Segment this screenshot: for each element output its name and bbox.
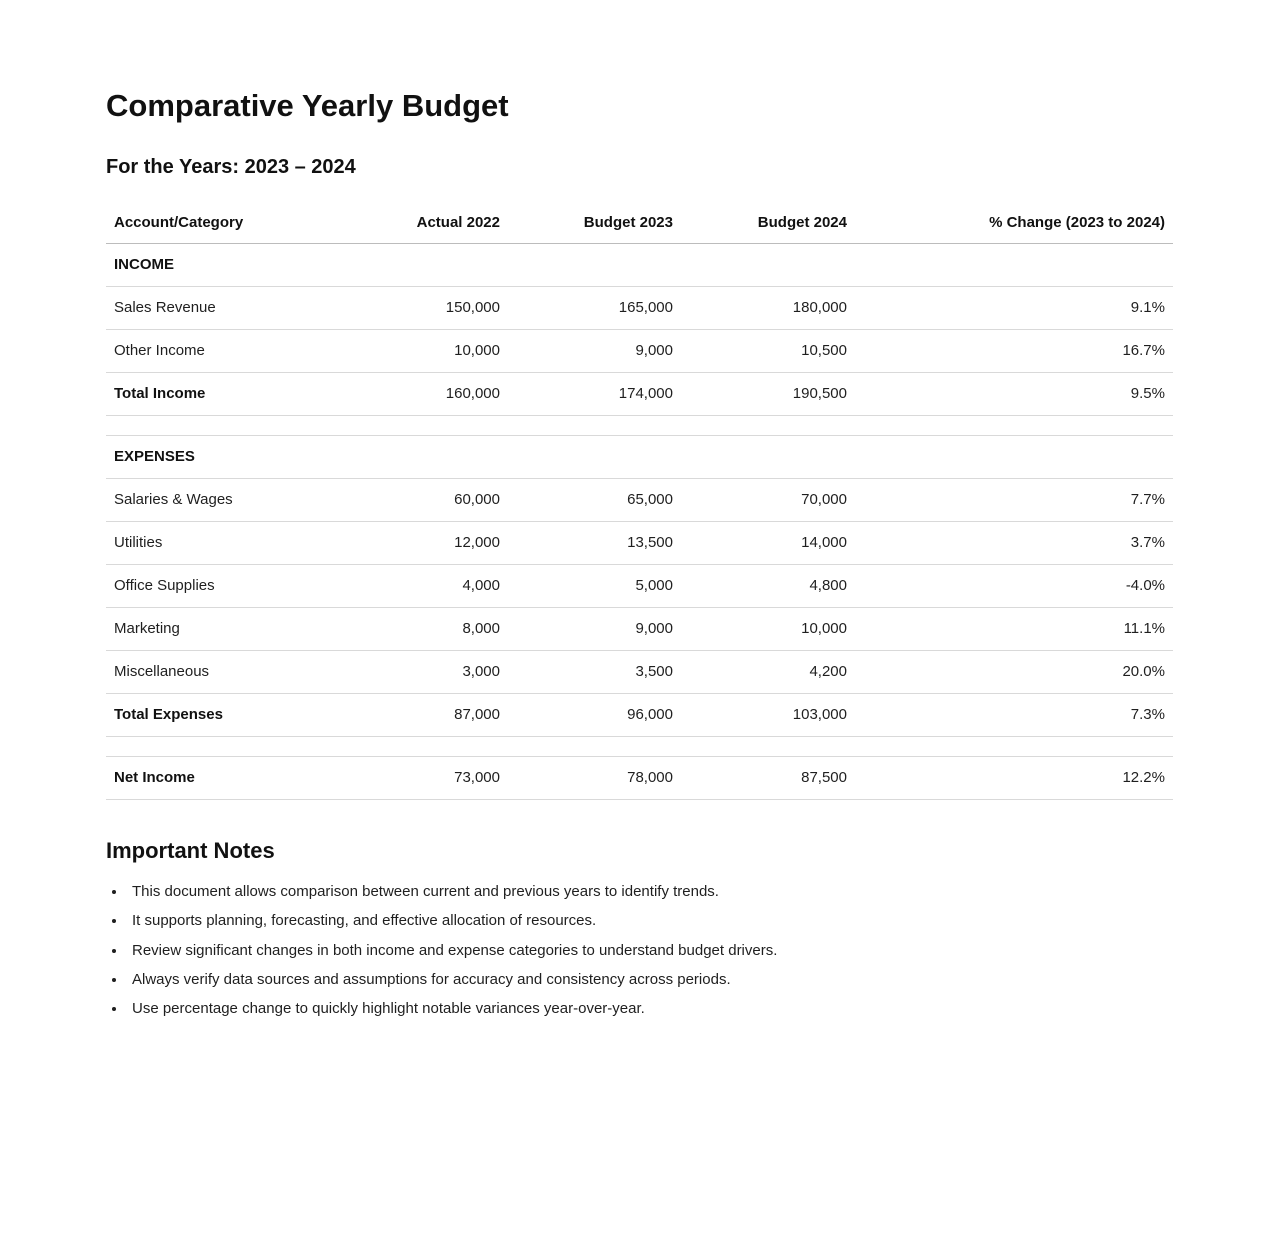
cell-budget-2024: 10,500 (681, 329, 855, 373)
row-label: Net Income (106, 756, 356, 800)
section-label: INCOME (106, 243, 356, 287)
table-header-row: Account/Category Actual 2022 Budget 2023… (106, 202, 1173, 244)
cell-actual-2022: 87,000 (356, 693, 508, 737)
page-subtitle: For the Years: 2023 – 2024 (106, 155, 356, 178)
cell-budget-2023: 65,000 (508, 478, 681, 522)
cell-pct-change: 3.7% (855, 521, 1173, 565)
cell-budget-2023: 5,000 (508, 564, 681, 608)
row-label: Marketing (106, 607, 356, 651)
table-row: Other Income 10,000 9,000 10,500 16.7% (106, 329, 1173, 373)
cell-budget-2023: 9,000 (508, 607, 681, 651)
cell-budget-2023: 13,500 (508, 521, 681, 565)
note-item: This document allows comparison between … (127, 881, 1173, 903)
cell-pct-change: -4.0% (855, 564, 1173, 608)
cell-pct-change: 20.0% (855, 650, 1173, 694)
cell-pct-change: 9.1% (855, 286, 1173, 330)
cell-actual-2022: 4,000 (356, 564, 508, 608)
cell-budget-2024: 87,500 (681, 756, 855, 800)
note-item: Use percentage change to quickly highlig… (127, 998, 1173, 1020)
cell-actual-2022: 160,000 (356, 372, 508, 416)
table-row: Marketing 8,000 9,000 10,000 11.1% (106, 607, 1173, 651)
note-item: Review significant changes in both incom… (127, 940, 1173, 962)
cell-actual-2022: 12,000 (356, 521, 508, 565)
cell-budget-2023: 96,000 (508, 693, 681, 737)
cell-actual-2022: 60,000 (356, 478, 508, 522)
column-header-budget-2023: Budget 2023 (508, 202, 681, 244)
row-label: Other Income (106, 329, 356, 373)
row-label: Utilities (106, 521, 356, 565)
cell-budget-2023: 174,000 (508, 372, 681, 416)
page-title: Comparative Yearly Budget (106, 88, 509, 123)
total-row-expenses: Total Expenses 87,000 96,000 103,000 7.3… (106, 693, 1173, 737)
cell-budget-2023: 3,500 (508, 650, 681, 694)
column-header-actual-2022: Actual 2022 (356, 202, 508, 244)
table-row: Sales Revenue 150,000 165,000 180,000 9.… (106, 286, 1173, 330)
total-row-income: Total Income 160,000 174,000 190,500 9.5… (106, 372, 1173, 416)
cell-pct-change: 11.1% (855, 607, 1173, 651)
table-row: Office Supplies 4,000 5,000 4,800 -4.0% (106, 564, 1173, 608)
row-label: Salaries & Wages (106, 478, 356, 522)
cell-budget-2023: 9,000 (508, 329, 681, 373)
row-label: Total Expenses (106, 693, 356, 737)
row-label: Miscellaneous (106, 650, 356, 694)
table-row: Salaries & Wages 60,000 65,000 70,000 7.… (106, 478, 1173, 522)
cell-budget-2024: 4,800 (681, 564, 855, 608)
note-item: Always verify data sources and assumptio… (127, 969, 1173, 991)
table-row: Miscellaneous 3,000 3,500 4,200 20.0% (106, 650, 1173, 694)
table-row: Utilities 12,000 13,500 14,000 3.7% (106, 521, 1173, 565)
row-label: Total Income (106, 372, 356, 416)
cell-pct-change: 12.2% (855, 756, 1173, 800)
notes-list: This document allows comparison between … (106, 881, 1173, 1020)
cell-budget-2024: 190,500 (681, 372, 855, 416)
cell-actual-2022: 150,000 (356, 286, 508, 330)
total-row-net-income: Net Income 73,000 78,000 87,500 12.2% (106, 756, 1173, 800)
row-label: Office Supplies (106, 564, 356, 608)
cell-budget-2023: 78,000 (508, 756, 681, 800)
cell-pct-change: 16.7% (855, 329, 1173, 373)
cell-budget-2024: 14,000 (681, 521, 855, 565)
cell-budget-2024: 103,000 (681, 693, 855, 737)
section-label: EXPENSES (106, 435, 356, 479)
cell-pct-change: 7.3% (855, 693, 1173, 737)
row-label: Sales Revenue (106, 286, 356, 330)
budget-table: Account/Category Actual 2022 Budget 2023… (106, 202, 1173, 800)
cell-pct-change: 9.5% (855, 372, 1173, 416)
note-item: It supports planning, forecasting, and e… (127, 910, 1173, 932)
cell-budget-2024: 70,000 (681, 478, 855, 522)
section-row-expenses: EXPENSES (106, 435, 1173, 479)
cell-pct-change: 7.7% (855, 478, 1173, 522)
cell-budget-2023: 165,000 (508, 286, 681, 330)
cell-budget-2024: 4,200 (681, 650, 855, 694)
column-header-budget-2024: Budget 2024 (681, 202, 855, 244)
section-row-income: INCOME (106, 243, 1173, 287)
cell-actual-2022: 10,000 (356, 329, 508, 373)
cell-budget-2024: 10,000 (681, 607, 855, 651)
cell-actual-2022: 3,000 (356, 650, 508, 694)
cell-budget-2024: 180,000 (681, 286, 855, 330)
column-header-pct-change: % Change (2023 to 2024) (855, 202, 1173, 244)
notes-title: Important Notes (106, 837, 275, 863)
spacer-row (106, 415, 1173, 436)
column-header-account: Account/Category (106, 202, 356, 244)
spacer-row (106, 736, 1173, 757)
cell-actual-2022: 73,000 (356, 756, 508, 800)
cell-actual-2022: 8,000 (356, 607, 508, 651)
